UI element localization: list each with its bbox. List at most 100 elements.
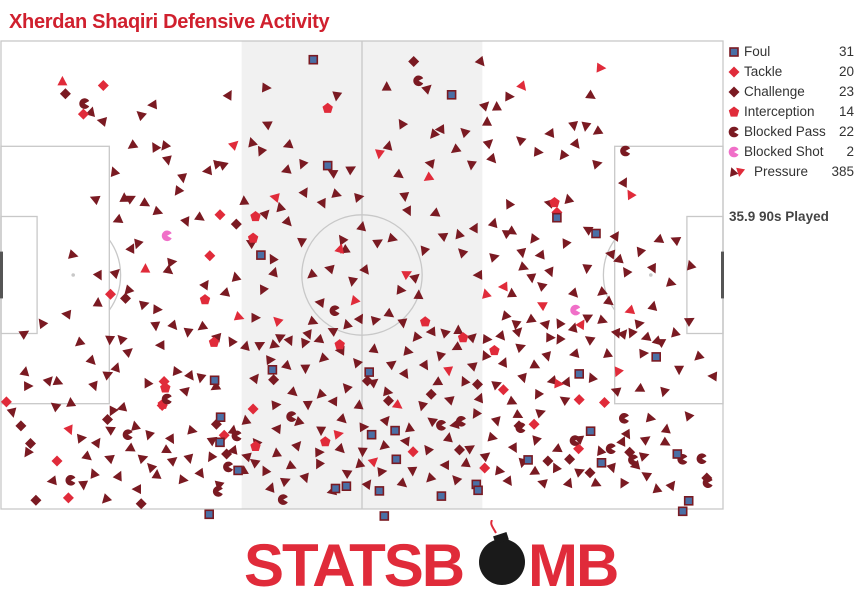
pressure-marker (426, 472, 437, 483)
blocked-pass-marker (413, 75, 424, 87)
blocked-pass-marker (122, 429, 133, 440)
pressure-marker (391, 399, 403, 409)
legend-label: Interception (744, 104, 815, 119)
pressure-marker (63, 424, 73, 436)
blocked-shot-marker (161, 230, 172, 242)
pressure-marker (291, 441, 302, 452)
blocked-pass-marker (223, 461, 233, 473)
pressure-marker (427, 417, 438, 428)
pressure-marker (450, 143, 462, 154)
legend-label: Blocked Pass (744, 124, 826, 139)
tackle-marker (105, 288, 116, 300)
pressure-marker (131, 420, 141, 431)
pressure-marker (197, 320, 209, 331)
pressure-marker (567, 322, 578, 333)
pressure-marker (620, 428, 631, 440)
pressure-marker (383, 386, 394, 397)
pressure-marker (559, 149, 570, 161)
foul-marker (379, 511, 390, 521)
pressure-marker (307, 315, 319, 325)
pressure-marker (302, 400, 313, 411)
pressure-marker (152, 205, 164, 216)
pressure-marker (535, 409, 546, 419)
pressure-marker (537, 281, 548, 292)
pressure-marker (472, 408, 483, 419)
blocked-pass-marker (329, 305, 340, 316)
pressure-marker (240, 340, 250, 351)
pressure-marker (327, 396, 338, 407)
pressure-marker (512, 409, 524, 418)
pressure-marker (359, 264, 369, 275)
pressure-marker (359, 422, 370, 433)
pressure-marker (151, 469, 162, 479)
pressure-marker (671, 326, 681, 338)
pressure-marker (694, 350, 705, 361)
pressure-marker (338, 234, 349, 246)
pressure-marker (397, 318, 408, 329)
challenge-marker (30, 494, 42, 506)
pressure-marker (117, 334, 128, 346)
pressure-marker (233, 311, 245, 321)
pressure-marker (334, 442, 345, 454)
pressure-marker (638, 452, 650, 462)
pressure-marker (516, 136, 527, 147)
pressure-marker (199, 279, 209, 291)
pressure-marker (506, 225, 518, 235)
pressure-marker (556, 318, 566, 330)
pressure-marker (68, 249, 79, 259)
pressure-marker (178, 474, 189, 485)
pressure-marker (482, 334, 493, 345)
pressure-marker (301, 337, 311, 349)
pressure-marker (534, 249, 545, 260)
pressure-marker (533, 146, 544, 157)
pressure-marker (275, 334, 286, 344)
pressure-marker (590, 477, 602, 487)
pacman-icon (728, 146, 739, 158)
pressure-marker (403, 345, 414, 356)
pressure-marker (468, 222, 478, 234)
pressure-marker (487, 217, 498, 229)
pressure-marker (324, 264, 335, 275)
foul-marker (672, 449, 683, 459)
pressure-marker (271, 424, 282, 435)
pressure-marker (261, 82, 272, 93)
blocked-pass-marker (161, 393, 172, 405)
pressure-marker (61, 309, 72, 320)
pressure-marker (491, 101, 502, 111)
pressure-marker (46, 475, 57, 486)
pressure-marker (88, 380, 98, 392)
pressure-marker (529, 359, 541, 369)
interception-marker (208, 336, 220, 347)
pressure-marker (272, 447, 282, 458)
pressure-marker (569, 348, 580, 359)
pressure-marker (487, 431, 498, 442)
pressure-marker (331, 188, 342, 198)
pressure-marker (398, 368, 409, 380)
pressure-marker (334, 243, 345, 254)
legend-item-foul: Foul 31 (728, 43, 854, 61)
pressure-marker (161, 140, 172, 151)
pressure-marker (105, 426, 116, 436)
pressure-marker (297, 237, 308, 248)
interception-marker (247, 232, 259, 243)
pressure-marker (38, 318, 49, 330)
legend-count: 14 (838, 104, 854, 119)
pressure-marker (353, 399, 364, 410)
pressure-marker (74, 336, 86, 347)
pressure-marker (222, 90, 232, 101)
pressure-marker (616, 436, 626, 447)
pressure-marker (393, 168, 404, 179)
pressure-marker (460, 457, 471, 468)
pressure-marker (684, 411, 695, 422)
legend-count: 23 (838, 84, 854, 99)
pressure-marker (167, 319, 178, 331)
pentagon-icon (728, 106, 740, 117)
blocked-pass-marker (515, 422, 526, 433)
pressure-marker (517, 372, 527, 384)
pressure-marker (315, 447, 325, 458)
pressure-marker (194, 211, 205, 221)
interception-marker (489, 345, 500, 356)
pressure-marker (561, 376, 571, 388)
pressure-marker (249, 458, 261, 469)
right-six-yard-box (686, 215, 724, 335)
